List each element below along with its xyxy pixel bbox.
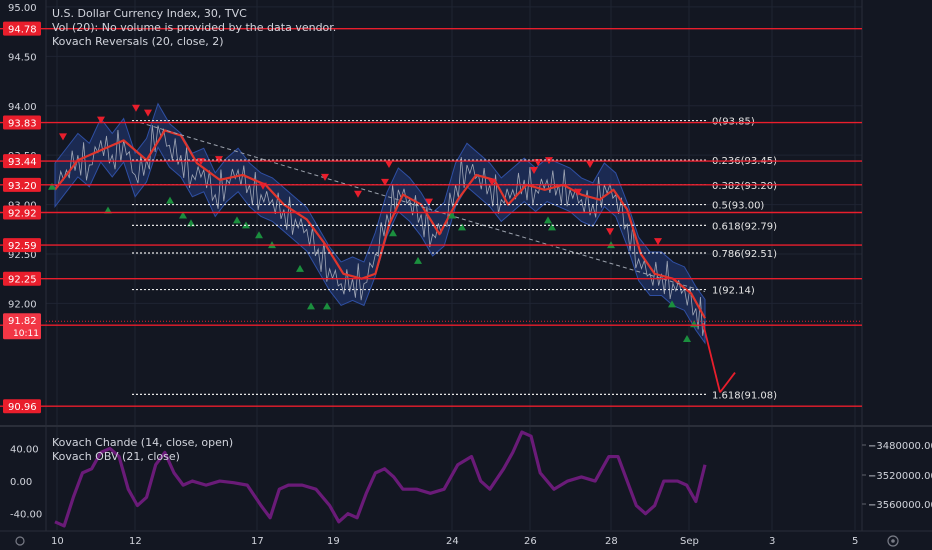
horizontal-level-badge: [3, 177, 41, 192]
horizontal-level-badge: [3, 399, 41, 414]
symbol-title: U.S. Dollar Currency Index, 30, TVC: [52, 7, 247, 20]
time-tick-label: 5: [852, 536, 858, 547]
reversal-down-marker: [132, 104, 140, 112]
reversal-down-marker: [144, 109, 152, 117]
horizontal-level-badge: [3, 205, 41, 220]
lower-right-tick-label: −3520000.00: [868, 471, 932, 482]
horizontal-level-label: 93.20: [8, 181, 37, 192]
reversal-up-marker: [104, 206, 112, 214]
reversal-up-marker: [448, 211, 456, 219]
lower-right-tick-label: −3480000.00: [868, 441, 932, 452]
reversal-up-marker: [296, 264, 304, 272]
reversal-down-marker: [354, 190, 362, 198]
reversal-down-marker: [385, 161, 393, 169]
horizontal-level-label: 92.25: [8, 275, 37, 286]
reversal-up-marker: [389, 229, 397, 237]
fib-level-label: 1.618(91.08): [712, 390, 777, 401]
horizontal-level-label: 93.83: [8, 119, 37, 130]
reversal-up-marker: [187, 219, 195, 227]
lower-right-tick-label: −3560000.00: [868, 500, 932, 511]
horizontal-level-badge: [3, 115, 41, 130]
lower-left-tick-label: 0.00: [10, 477, 32, 488]
reversal-down-marker: [215, 156, 223, 164]
fib-level-label: 0.382(93.20): [712, 181, 777, 192]
reversal-up-marker: [255, 231, 263, 239]
projection-arrow-shaft: [702, 322, 721, 393]
bar-countdown-label: 10:11: [13, 329, 39, 339]
reversal-down-marker: [321, 173, 329, 181]
moving-average-line: [54, 129, 706, 319]
reversal-up-marker: [166, 196, 174, 204]
horizontal-level-label: 92.59: [8, 241, 37, 252]
reversal-up-marker: [683, 335, 691, 343]
time-tick-label: 24: [446, 536, 459, 547]
time-tick-label: 3: [769, 536, 775, 547]
horizontal-level-badge: [3, 154, 41, 169]
price-tick-label: 95.00: [8, 3, 37, 14]
reversal-down-marker: [606, 228, 614, 236]
reversal-up-marker: [48, 182, 56, 190]
settings-gear-icon: [887, 535, 899, 547]
reversal-up-marker: [307, 302, 315, 310]
time-tick-label: 10: [51, 536, 64, 547]
volatility-band: [54, 102, 706, 345]
reversal-up-marker: [458, 223, 466, 231]
time-tick-label: 12: [129, 536, 142, 547]
horizontal-level-badge: [3, 21, 41, 36]
scroll-left-icon: [15, 536, 25, 546]
lower-indicator-line: [54, 430, 707, 528]
horizontal-level-label: 93.44: [8, 157, 37, 168]
reversal-down-marker: [654, 238, 662, 246]
reversal-up-marker: [548, 223, 556, 231]
fib-level-label: 0.5(93.00): [712, 201, 764, 212]
indicator-label: Kovach Reversals (20, close, 2): [52, 35, 224, 48]
reversal-down-marker: [97, 116, 105, 124]
time-tick-label: 19: [327, 536, 340, 547]
price-tick-label: 94.50: [8, 52, 37, 63]
current-price-label: 91.82: [8, 316, 37, 327]
reversal-down-marker: [574, 188, 582, 196]
fib-level-label: 0.786(92.51): [712, 249, 777, 260]
reversal-down-marker: [381, 178, 389, 186]
reversal-down-marker: [59, 133, 67, 141]
fib-level-label: 1(92.14): [712, 286, 755, 297]
horizontal-level-badge: [3, 238, 41, 253]
lower-indicator-label-2: Kovach OBV (21, close): [52, 450, 180, 463]
fib-level-label: 0.618(92.79): [712, 221, 777, 232]
current-price-badge: [3, 313, 41, 340]
time-tick-label: 28: [605, 536, 618, 547]
time-tick-label: 17: [251, 536, 264, 547]
horizontal-level-badge: [3, 271, 41, 286]
time-tick-label: 26: [524, 536, 537, 547]
reversal-up-marker: [414, 256, 422, 264]
reversal-up-marker: [233, 216, 241, 224]
reversal-down-marker: [530, 166, 538, 174]
horizontal-level-label: 90.96: [8, 402, 37, 413]
lower-left-tick-label: -40.00: [10, 510, 42, 521]
volume-note: Vol (20): No volume is provided by the d…: [52, 21, 337, 34]
trend-line: [139, 122, 706, 293]
price-tick-label: 92.50: [8, 250, 37, 261]
reversal-up-marker: [668, 300, 676, 308]
reversal-down-marker: [425, 198, 433, 206]
time-tick-label: Sep: [680, 536, 699, 547]
reversal-up-marker: [544, 216, 552, 224]
price-tick-label: 92.00: [8, 299, 37, 310]
settings-gear-center-icon: [891, 539, 895, 543]
reversal-up-marker: [323, 302, 331, 310]
horizontal-level-label: 92.92: [8, 208, 37, 219]
reversal-down-marker: [586, 161, 594, 169]
reversal-up-marker: [179, 211, 187, 219]
reversal-down-marker: [488, 178, 496, 186]
projection-arrow-head: [719, 372, 736, 393]
price-tick-label: 94.00: [8, 102, 37, 113]
lower-indicator-label-1: Kovach Chande (14, close, open): [52, 436, 234, 449]
horizontal-level-label: 94.78: [8, 25, 37, 36]
lower-left-tick-label: 40.00: [10, 444, 39, 455]
